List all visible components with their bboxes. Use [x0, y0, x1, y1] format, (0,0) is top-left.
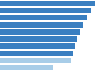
Bar — [0, 58, 71, 63]
Bar — [0, 36, 77, 42]
Bar — [0, 8, 91, 13]
Bar — [0, 65, 53, 70]
Bar — [0, 43, 75, 49]
Bar — [0, 22, 83, 28]
Bar — [0, 51, 73, 56]
Bar — [0, 29, 80, 35]
Bar — [0, 15, 87, 20]
Bar — [0, 1, 95, 6]
